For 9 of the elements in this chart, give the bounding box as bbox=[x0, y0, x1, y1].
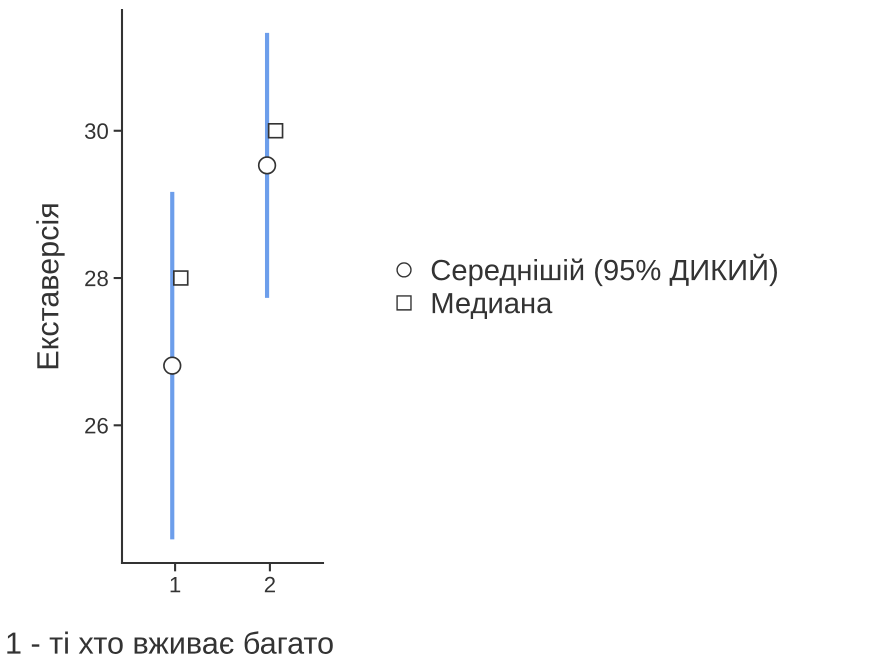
legend-label: Медиана bbox=[432, 293, 552, 319]
x-tick-label: 1 bbox=[170, 577, 180, 592]
y-axis-title: Екставерсія bbox=[36, 204, 65, 368]
y-tick-label: 28 bbox=[85, 270, 108, 286]
x-tick-label: 2 bbox=[264, 576, 275, 592]
y-tick-label: 30 bbox=[84, 123, 108, 140]
x-axis-title: 1 - ті хто вживає багато bbox=[7, 631, 333, 654]
legend-label: Середнішій (95% ДИКИЙ) bbox=[432, 254, 777, 286]
y-tick-label: 26 bbox=[85, 418, 108, 434]
